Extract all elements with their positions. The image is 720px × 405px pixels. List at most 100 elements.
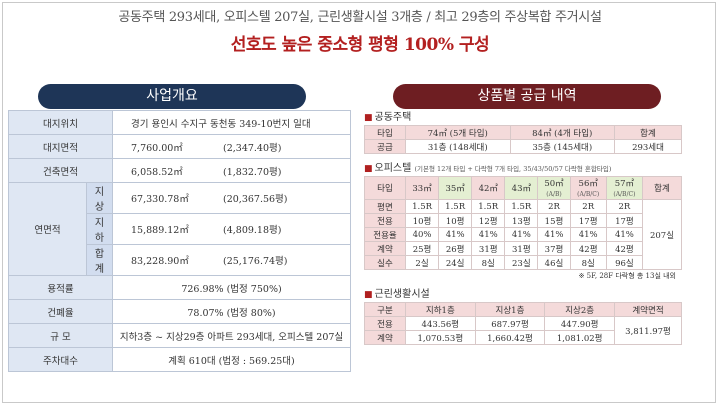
officetel-cell: 2R	[605, 199, 644, 214]
officetel-row-label: 전용	[364, 213, 406, 228]
parking-label: 주차대수	[8, 347, 113, 372]
officetel-cell: 17평	[569, 213, 607, 228]
officetel-cell: 41%	[569, 227, 607, 242]
table-row: 규 모 지하3층 ~ 지상29층 아파트 293세대, 오피스텔 207실	[8, 323, 351, 348]
apt-total-label: 합계	[614, 125, 682, 140]
site-area-value: 7,760.00㎡ (2,347.40평)	[112, 134, 351, 159]
officetel-cell: 37평	[537, 241, 571, 256]
overview-table: 대지위치 경기 용인시 수지구 동천동 349-10번지 일대 대지면적 7,7…	[8, 110, 351, 372]
officetel-cell: 41%	[605, 227, 644, 242]
officetel-row-label: 전용율	[364, 227, 406, 242]
total-value: 83,228.90㎡ (25,176.74평)	[112, 244, 351, 276]
retail-cell: 1,081.02평	[544, 330, 615, 345]
table-row: 전용 443.56평 687.97평 447.90평 3,811.97평	[364, 316, 682, 345]
overview-title: 사업개요	[38, 84, 306, 109]
bcr-value: 78.07% (법정 80%)	[112, 299, 351, 324]
parking-value: 계획 610대 (법정 : 569.25대)	[112, 347, 351, 372]
officetel-row-label: 계약	[364, 241, 406, 256]
header-line1: 공동주택 293세대, 오피스텔 207실, 근린생활시설 3개층 / 최고 2…	[118, 10, 602, 25]
officetel-table: 타입 33㎡ 35㎡ 42㎡ 43㎡ 50㎡ (A/B) 56㎡ (A/B/C) 5…	[364, 176, 682, 270]
table-row: 전용 10평 10평 12평 13평 15평 17평 17평	[364, 213, 682, 228]
table-row: 구분 지하1층 지상1층 지상2층 계약면적	[364, 302, 682, 317]
table-row: 전용율 40% 41% 41% 41% 41% 41% 41%	[364, 227, 682, 242]
location-value: 경기 용인시 수지구 동천동 349-10번지 일대	[112, 110, 351, 135]
officetel-type-label: 타입	[364, 176, 406, 200]
far-value: 726.98% (법정 750%)	[112, 275, 351, 300]
officetel-row-label: 평면	[364, 199, 406, 214]
total-label: 합 계	[86, 244, 113, 276]
apt-table: 타입 74㎡ (5개 타입) 84㎡ (4개 타입) 합계 공급 31층 (14…	[364, 125, 682, 154]
officetel-cell: 8실	[471, 255, 506, 270]
officetel-cell: 8실	[569, 255, 607, 270]
retail-cell: 443.56평	[405, 316, 476, 331]
supply-section: ■ 공동주택 타입 74㎡ (5개 타입) 84㎡ (4개 타입) 합계 공급 3…	[364, 110, 684, 345]
retail-header: 지상2층	[544, 302, 615, 317]
table-row: 지 하 15,889.12㎡ (4,809.18평)	[9, 213, 351, 245]
table-row: 계약 25평 26평 31평 31평 37평 42평 42평	[364, 241, 682, 256]
table-row: 타입 33㎡ 35㎡ 42㎡ 43㎡ 50㎡ (A/B) 56㎡ (A/B/C) 5…	[364, 176, 682, 200]
officetel-type-56: 56㎡ (A/B/C)	[569, 176, 607, 200]
officetel-cell: 26평	[438, 241, 473, 256]
officetel-cell: 13평	[504, 213, 539, 228]
scale-label: 규 모	[8, 323, 113, 348]
officetel-type-43: 43㎡	[504, 176, 539, 200]
retail-row-label: 계약	[364, 330, 406, 345]
officetel-cell: 17평	[605, 213, 644, 228]
apt-supply-label: 공급	[364, 139, 406, 154]
officetel-cell: 25평	[404, 241, 440, 256]
below-label: 지 하	[86, 213, 113, 245]
table-row: 평면 1.5R 1.5R 1.5R 1.5R 2R 2R 2R 207실	[364, 199, 682, 270]
officetel-cell: 2R	[569, 199, 607, 214]
officetel-cell: 1.5R	[404, 199, 440, 214]
officetel-type-35: 35㎡	[438, 176, 473, 200]
table-row: 타입 74㎡ (5개 타입) 84㎡ (4개 타입) 합계	[364, 125, 682, 140]
officetel-cell: 41%	[504, 227, 539, 242]
retail-header: 계약면적	[614, 302, 682, 317]
apt-type-74: 74㎡ (5개 타입)	[405, 125, 511, 140]
officetel-cell: 10평	[404, 213, 440, 228]
officetel-cell: 41%	[438, 227, 473, 242]
officetel-cell: 2실	[404, 255, 440, 270]
retail-total-value: 3,811.97평	[614, 316, 682, 345]
officetel-footnote: ※ 5F, 28F 다락형 총 13실 내외	[578, 272, 676, 280]
retail-section-title: ■ 근린생활시설	[364, 289, 430, 300]
officetel-cell: 46실	[537, 255, 571, 270]
apt-total-value: 293세대	[614, 139, 682, 154]
officetel-cell: 31평	[471, 241, 506, 256]
officetel-cell: 42평	[569, 241, 607, 256]
officetel-row-label: 실수	[364, 255, 406, 270]
officetel-total-value: 207실	[642, 199, 682, 270]
table-row: 연면적 지 상 67,330.78㎡ (20,367.56평)	[8, 182, 351, 276]
officetel-type-42: 42㎡	[471, 176, 506, 200]
retail-cell: 1,070.53평	[405, 330, 476, 345]
bcr-label: 건폐율	[8, 299, 113, 324]
apt-section-title: ■ 공동주택	[364, 112, 412, 123]
table-row: 공급 31층 (148세대) 35층 (145세대) 293세대	[364, 139, 682, 154]
above-label: 지 상	[86, 182, 113, 214]
officetel-cell: 23실	[504, 255, 539, 270]
location-label: 대지위치	[8, 110, 113, 135]
table-row: 대지위치 경기 용인시 수지구 동천동 349-10번지 일대	[8, 110, 351, 135]
officetel-cell: 42평	[605, 241, 644, 256]
officetel-total-label: 합계	[642, 176, 682, 200]
apt-count-74: 31층 (148세대)	[405, 139, 511, 154]
officetel-cell: 10평	[438, 213, 473, 228]
site-area-label: 대지면적	[8, 134, 113, 159]
scale-value: 지하3층 ~ 지상29층 아파트 293세대, 오피스텔 207실	[112, 323, 351, 348]
officetel-cell: 41%	[537, 227, 571, 242]
table-row: 용적률 726.98% (법정 750%)	[8, 275, 351, 300]
table-row: 합 계 83,228.90㎡ (25,176.74평)	[9, 244, 351, 276]
officetel-type-50: 50㎡ (A/B)	[537, 176, 571, 200]
building-area-value: 6,058.52㎡ (1,832.70평)	[112, 158, 351, 183]
table-row: 실수 2실 24실 8실 23실 46실 8실 96실	[364, 255, 682, 270]
table-row: 건폐율 78.07% (법정 80%)	[8, 299, 351, 324]
above-value: 67,330.78㎡ (20,367.56평)	[112, 182, 351, 214]
retail-header: 지상1층	[474, 302, 546, 317]
officetel-cell: 40%	[404, 227, 440, 242]
header-line2: 선호도 높은 중소형 평형 100% 구성	[230, 35, 490, 55]
apt-type-label: 타입	[364, 125, 406, 140]
officetel-cell: 1.5R	[438, 199, 473, 214]
table-row: 대지면적 7,760.00㎡ (2,347.40평)	[8, 134, 351, 159]
apt-count-84: 35층 (145세대)	[509, 139, 615, 154]
